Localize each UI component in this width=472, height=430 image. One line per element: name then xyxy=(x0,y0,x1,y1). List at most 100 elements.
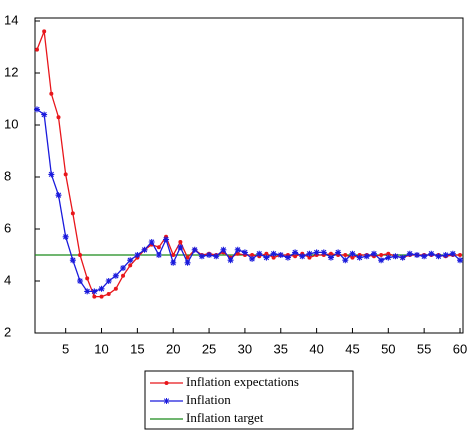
point xyxy=(106,292,111,296)
series-line xyxy=(36,108,461,293)
point xyxy=(370,250,377,257)
point xyxy=(449,250,456,257)
point xyxy=(458,253,462,257)
point xyxy=(155,252,162,258)
point xyxy=(34,106,40,113)
x-tick-label: 50 xyxy=(381,341,395,356)
x-tick-label: 40 xyxy=(309,341,323,356)
point xyxy=(178,240,183,244)
point xyxy=(170,259,177,266)
point xyxy=(77,278,84,284)
point xyxy=(306,250,313,257)
point xyxy=(385,254,392,261)
point xyxy=(127,257,134,264)
point xyxy=(413,252,420,258)
legend-label: Inflation target xyxy=(186,410,264,425)
point xyxy=(328,251,333,256)
point xyxy=(264,251,269,256)
point xyxy=(121,273,126,278)
point xyxy=(148,239,155,245)
legend-marker xyxy=(164,381,169,385)
point xyxy=(386,251,391,256)
point xyxy=(227,257,234,264)
point xyxy=(56,115,61,120)
point xyxy=(112,272,119,279)
point xyxy=(206,252,213,258)
point xyxy=(78,253,83,257)
point xyxy=(84,288,91,295)
legend-label: Inflation expectations xyxy=(186,374,299,389)
x-tick-label: 60 xyxy=(453,341,467,356)
point xyxy=(271,255,276,260)
point xyxy=(428,250,435,257)
point xyxy=(163,236,170,243)
point xyxy=(128,263,133,268)
point xyxy=(421,253,428,260)
x-tick-label: 5 xyxy=(62,341,69,356)
point xyxy=(442,252,449,258)
point xyxy=(392,253,399,260)
point xyxy=(198,253,205,260)
x-tick-label: 45 xyxy=(345,341,359,356)
series xyxy=(34,106,463,295)
x-tick-label: 55 xyxy=(417,341,431,356)
point xyxy=(185,255,190,260)
point xyxy=(55,192,62,199)
point xyxy=(105,278,112,284)
point xyxy=(299,253,306,260)
point xyxy=(307,255,312,260)
point xyxy=(120,265,127,271)
y-tick-label: 12 xyxy=(4,64,18,79)
point xyxy=(177,244,184,251)
y-tick-label: 10 xyxy=(4,116,18,131)
point xyxy=(284,254,291,261)
x-tick-label: 35 xyxy=(274,341,288,356)
point xyxy=(270,250,277,257)
point xyxy=(49,91,54,96)
legend: Inflation expectations Inflation Inflation… xyxy=(144,370,354,430)
point xyxy=(113,286,118,291)
x-tick-label: 20 xyxy=(166,341,180,356)
x-tick-label: 25 xyxy=(202,341,216,356)
point xyxy=(249,255,256,262)
point xyxy=(234,246,241,253)
legend-label: Inflation xyxy=(186,392,231,407)
point xyxy=(184,259,191,266)
point xyxy=(92,294,97,299)
point xyxy=(69,257,76,264)
point xyxy=(235,251,240,256)
point xyxy=(292,249,299,256)
point xyxy=(406,250,413,257)
point xyxy=(457,257,463,264)
point xyxy=(435,253,442,260)
point xyxy=(256,250,263,257)
point xyxy=(213,253,220,260)
point xyxy=(313,249,320,256)
x-tick-label: 30 xyxy=(238,341,252,356)
point xyxy=(379,253,384,257)
x-tick-label: 15 xyxy=(130,341,144,356)
y-tick-label: 8 xyxy=(4,168,11,183)
point xyxy=(171,253,176,257)
point xyxy=(98,285,105,292)
point xyxy=(241,249,248,256)
point xyxy=(141,246,148,253)
point xyxy=(399,254,406,261)
point xyxy=(250,253,255,257)
point xyxy=(343,253,348,257)
plot-frame xyxy=(34,17,464,334)
point xyxy=(41,111,48,118)
y-tick-label: 14 xyxy=(4,12,18,27)
point xyxy=(293,254,298,259)
point xyxy=(335,249,342,256)
point xyxy=(70,211,75,216)
point xyxy=(134,252,141,258)
point xyxy=(356,254,363,261)
point xyxy=(191,246,198,253)
point xyxy=(48,171,55,178)
point xyxy=(342,257,349,264)
point xyxy=(378,257,385,264)
point xyxy=(85,276,90,281)
point xyxy=(35,47,39,52)
